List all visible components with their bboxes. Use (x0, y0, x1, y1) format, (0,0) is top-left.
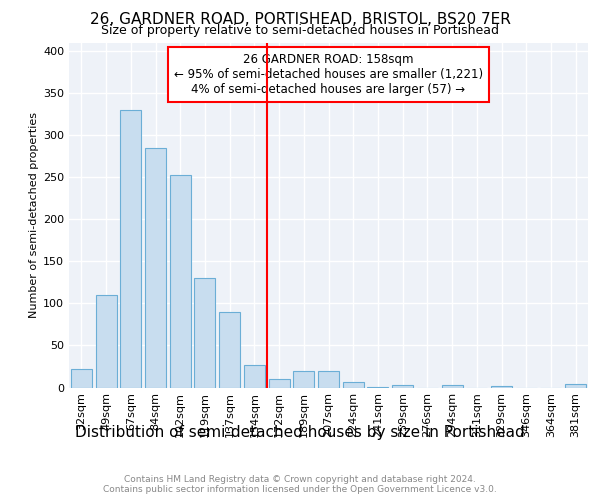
Text: 26 GARDNER ROAD: 158sqm
← 95% of semi-detached houses are smaller (1,221)
4% of : 26 GARDNER ROAD: 158sqm ← 95% of semi-de… (174, 53, 483, 96)
Bar (442, 385, 463, 388)
Bar (318, 370, 339, 388)
Bar (293, 370, 314, 388)
Bar (269, 379, 290, 388)
Text: Size of property relative to semi-detached houses in Portishead: Size of property relative to semi-detach… (101, 24, 499, 37)
Bar (565, 384, 586, 388)
Bar (194, 278, 215, 388)
Bar (392, 385, 413, 388)
Text: 26, GARDNER ROAD, PORTISHEAD, BRISTOL, BS20 7ER: 26, GARDNER ROAD, PORTISHEAD, BRISTOL, B… (89, 12, 511, 28)
Bar (219, 312, 240, 388)
Bar (491, 386, 512, 388)
Bar (120, 110, 141, 388)
Bar (95, 295, 116, 388)
Bar (343, 382, 364, 388)
Bar (145, 148, 166, 388)
Text: Contains public sector information licensed under the Open Government Licence v3: Contains public sector information licen… (103, 486, 497, 494)
Y-axis label: Number of semi-detached properties: Number of semi-detached properties (29, 112, 39, 318)
Bar (71, 369, 92, 388)
Bar (170, 174, 191, 388)
Text: Distribution of semi-detached houses by size in Portishead: Distribution of semi-detached houses by … (75, 425, 525, 440)
Bar (367, 386, 388, 388)
Bar (244, 365, 265, 388)
Text: Contains HM Land Registry data © Crown copyright and database right 2024.: Contains HM Land Registry data © Crown c… (124, 474, 476, 484)
